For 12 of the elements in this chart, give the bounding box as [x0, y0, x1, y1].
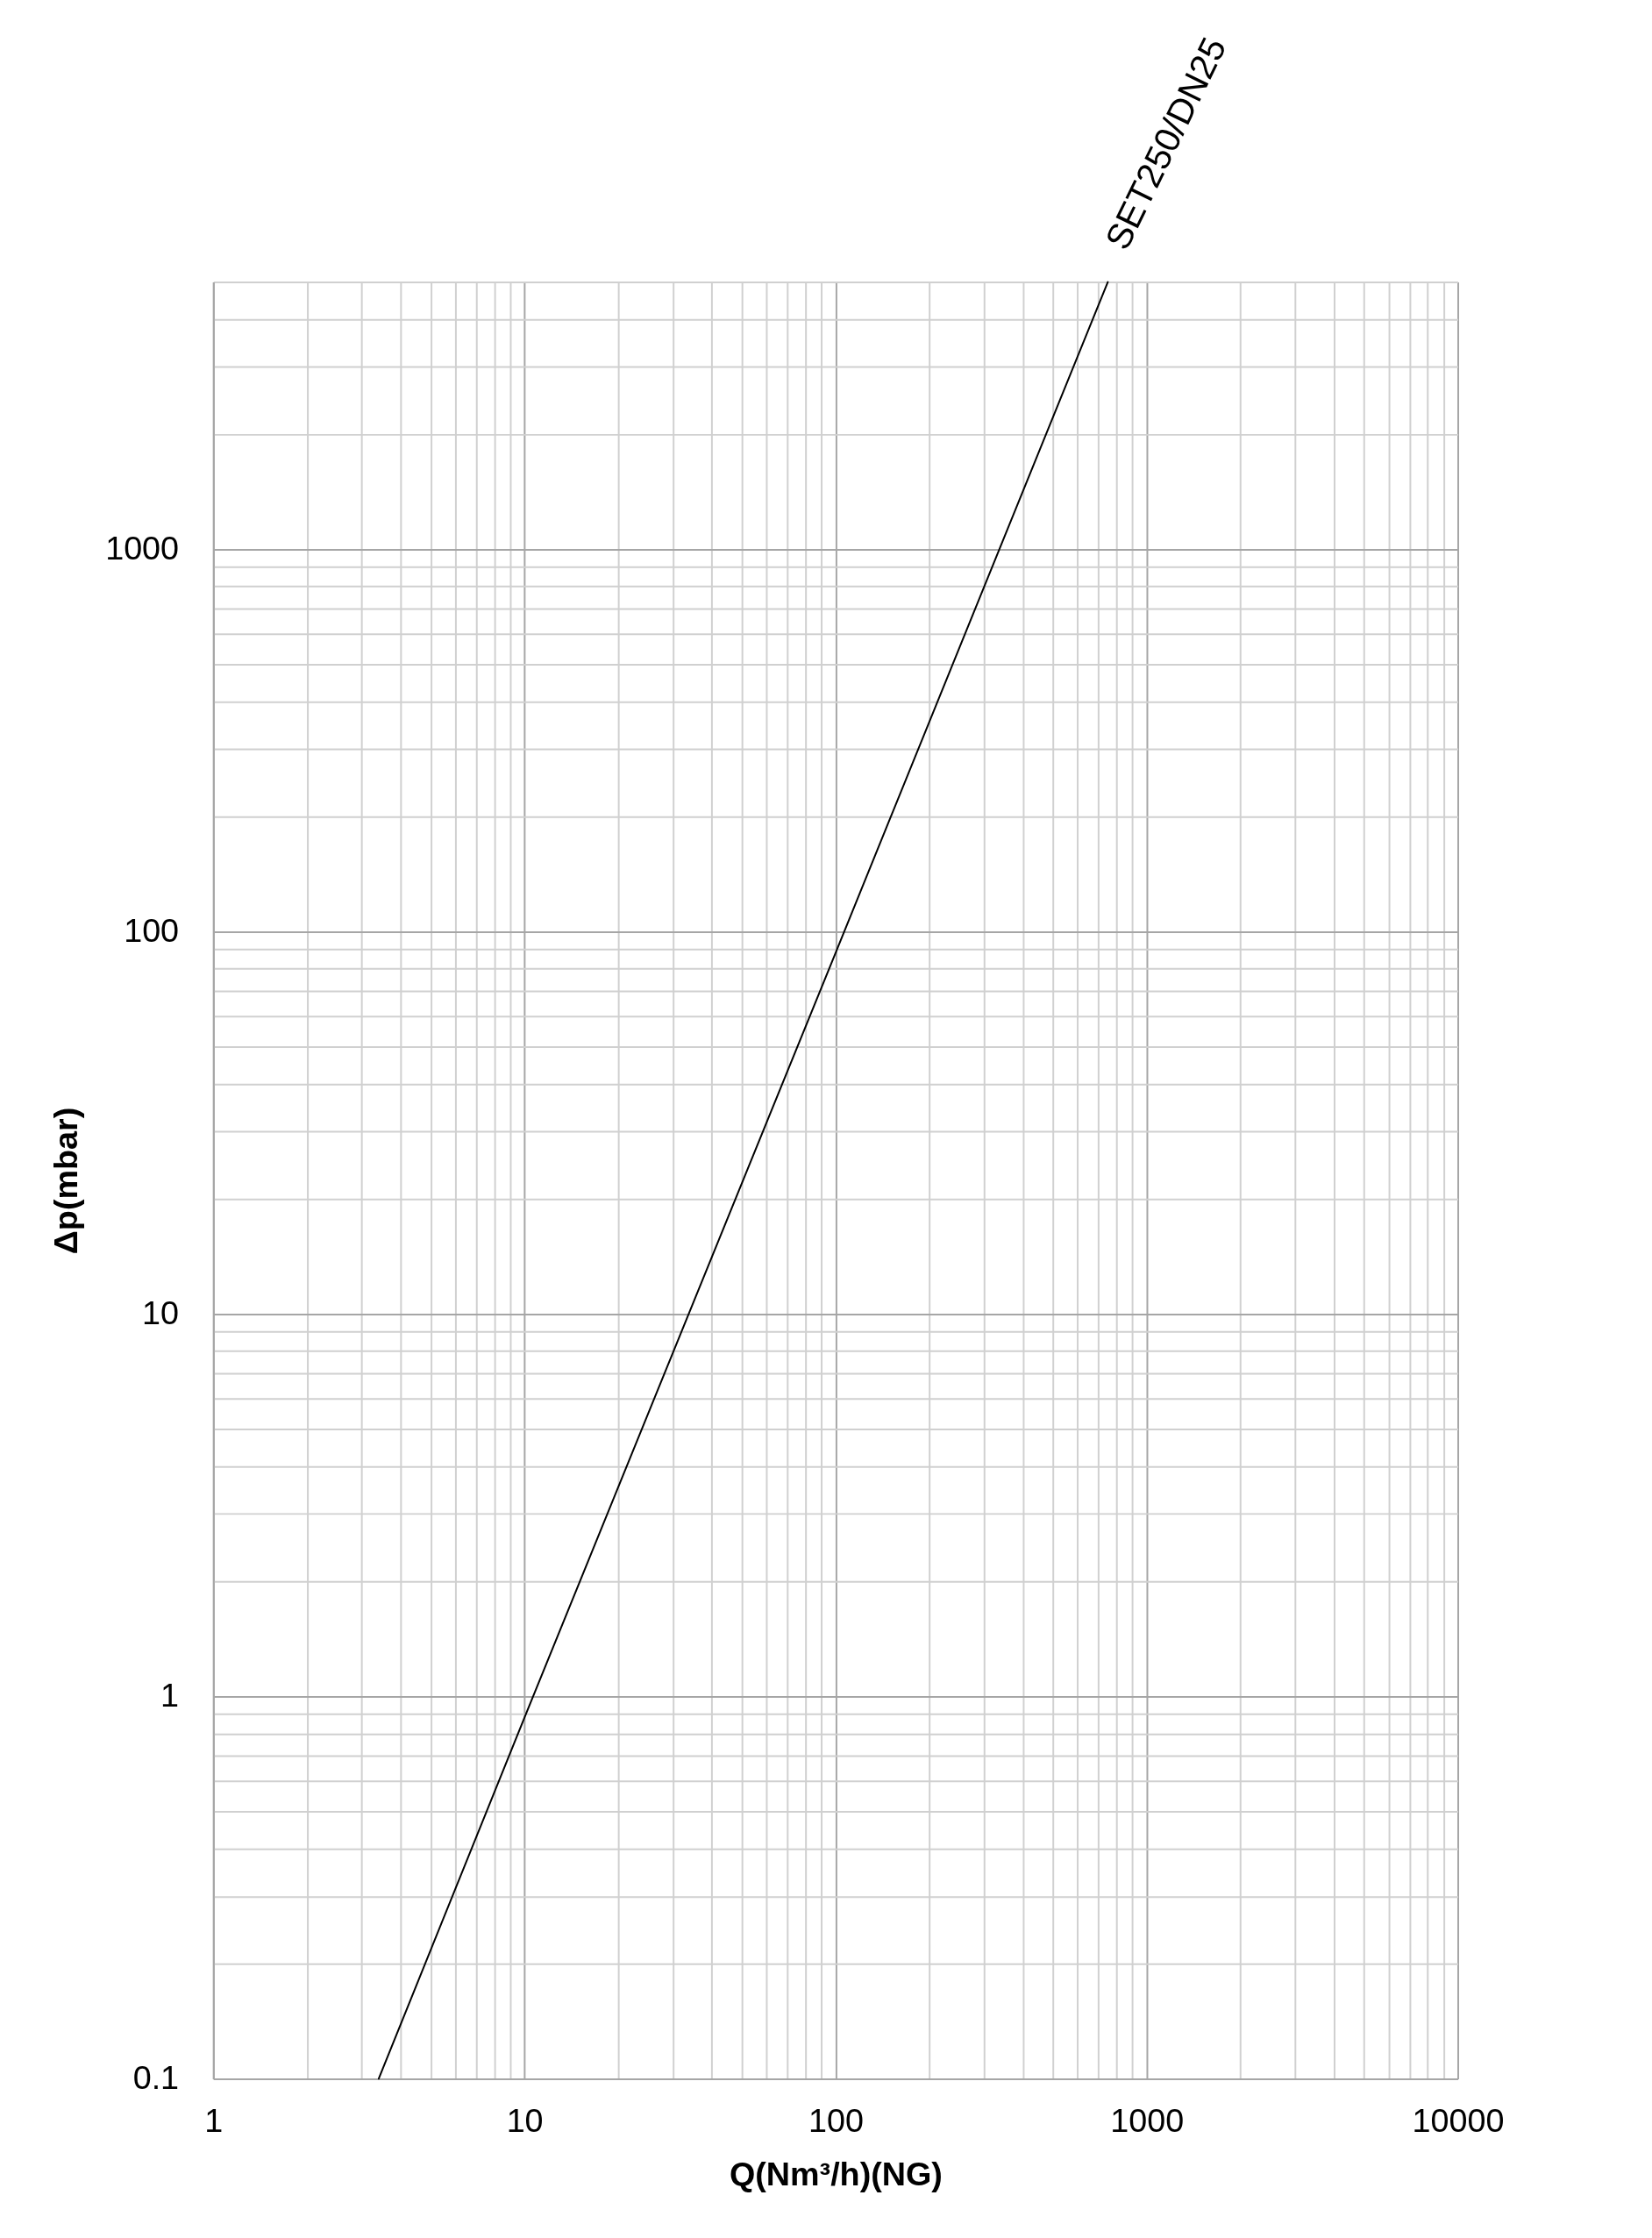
y-tick-label: 1 — [160, 1676, 180, 1714]
x-tick-label: 100 — [808, 2101, 864, 2139]
x-tick-label: 10000 — [1412, 2101, 1505, 2139]
y-tick-label: 100 — [124, 911, 180, 949]
x-axis-title: Q(Nm³/h)(NG) — [729, 2156, 943, 2193]
y-tick-label: 1000 — [105, 529, 180, 567]
x-tick-label: 10 — [506, 2101, 544, 2139]
y-tick-label: 10 — [142, 1294, 180, 1331]
y-tick-label: 0.1 — [132, 2058, 180, 2096]
x-tick-label: 1 — [204, 2101, 224, 2139]
y-axis-title: Δp(mbar) — [47, 1107, 85, 1255]
x-tick-label: 1000 — [1110, 2101, 1185, 2139]
